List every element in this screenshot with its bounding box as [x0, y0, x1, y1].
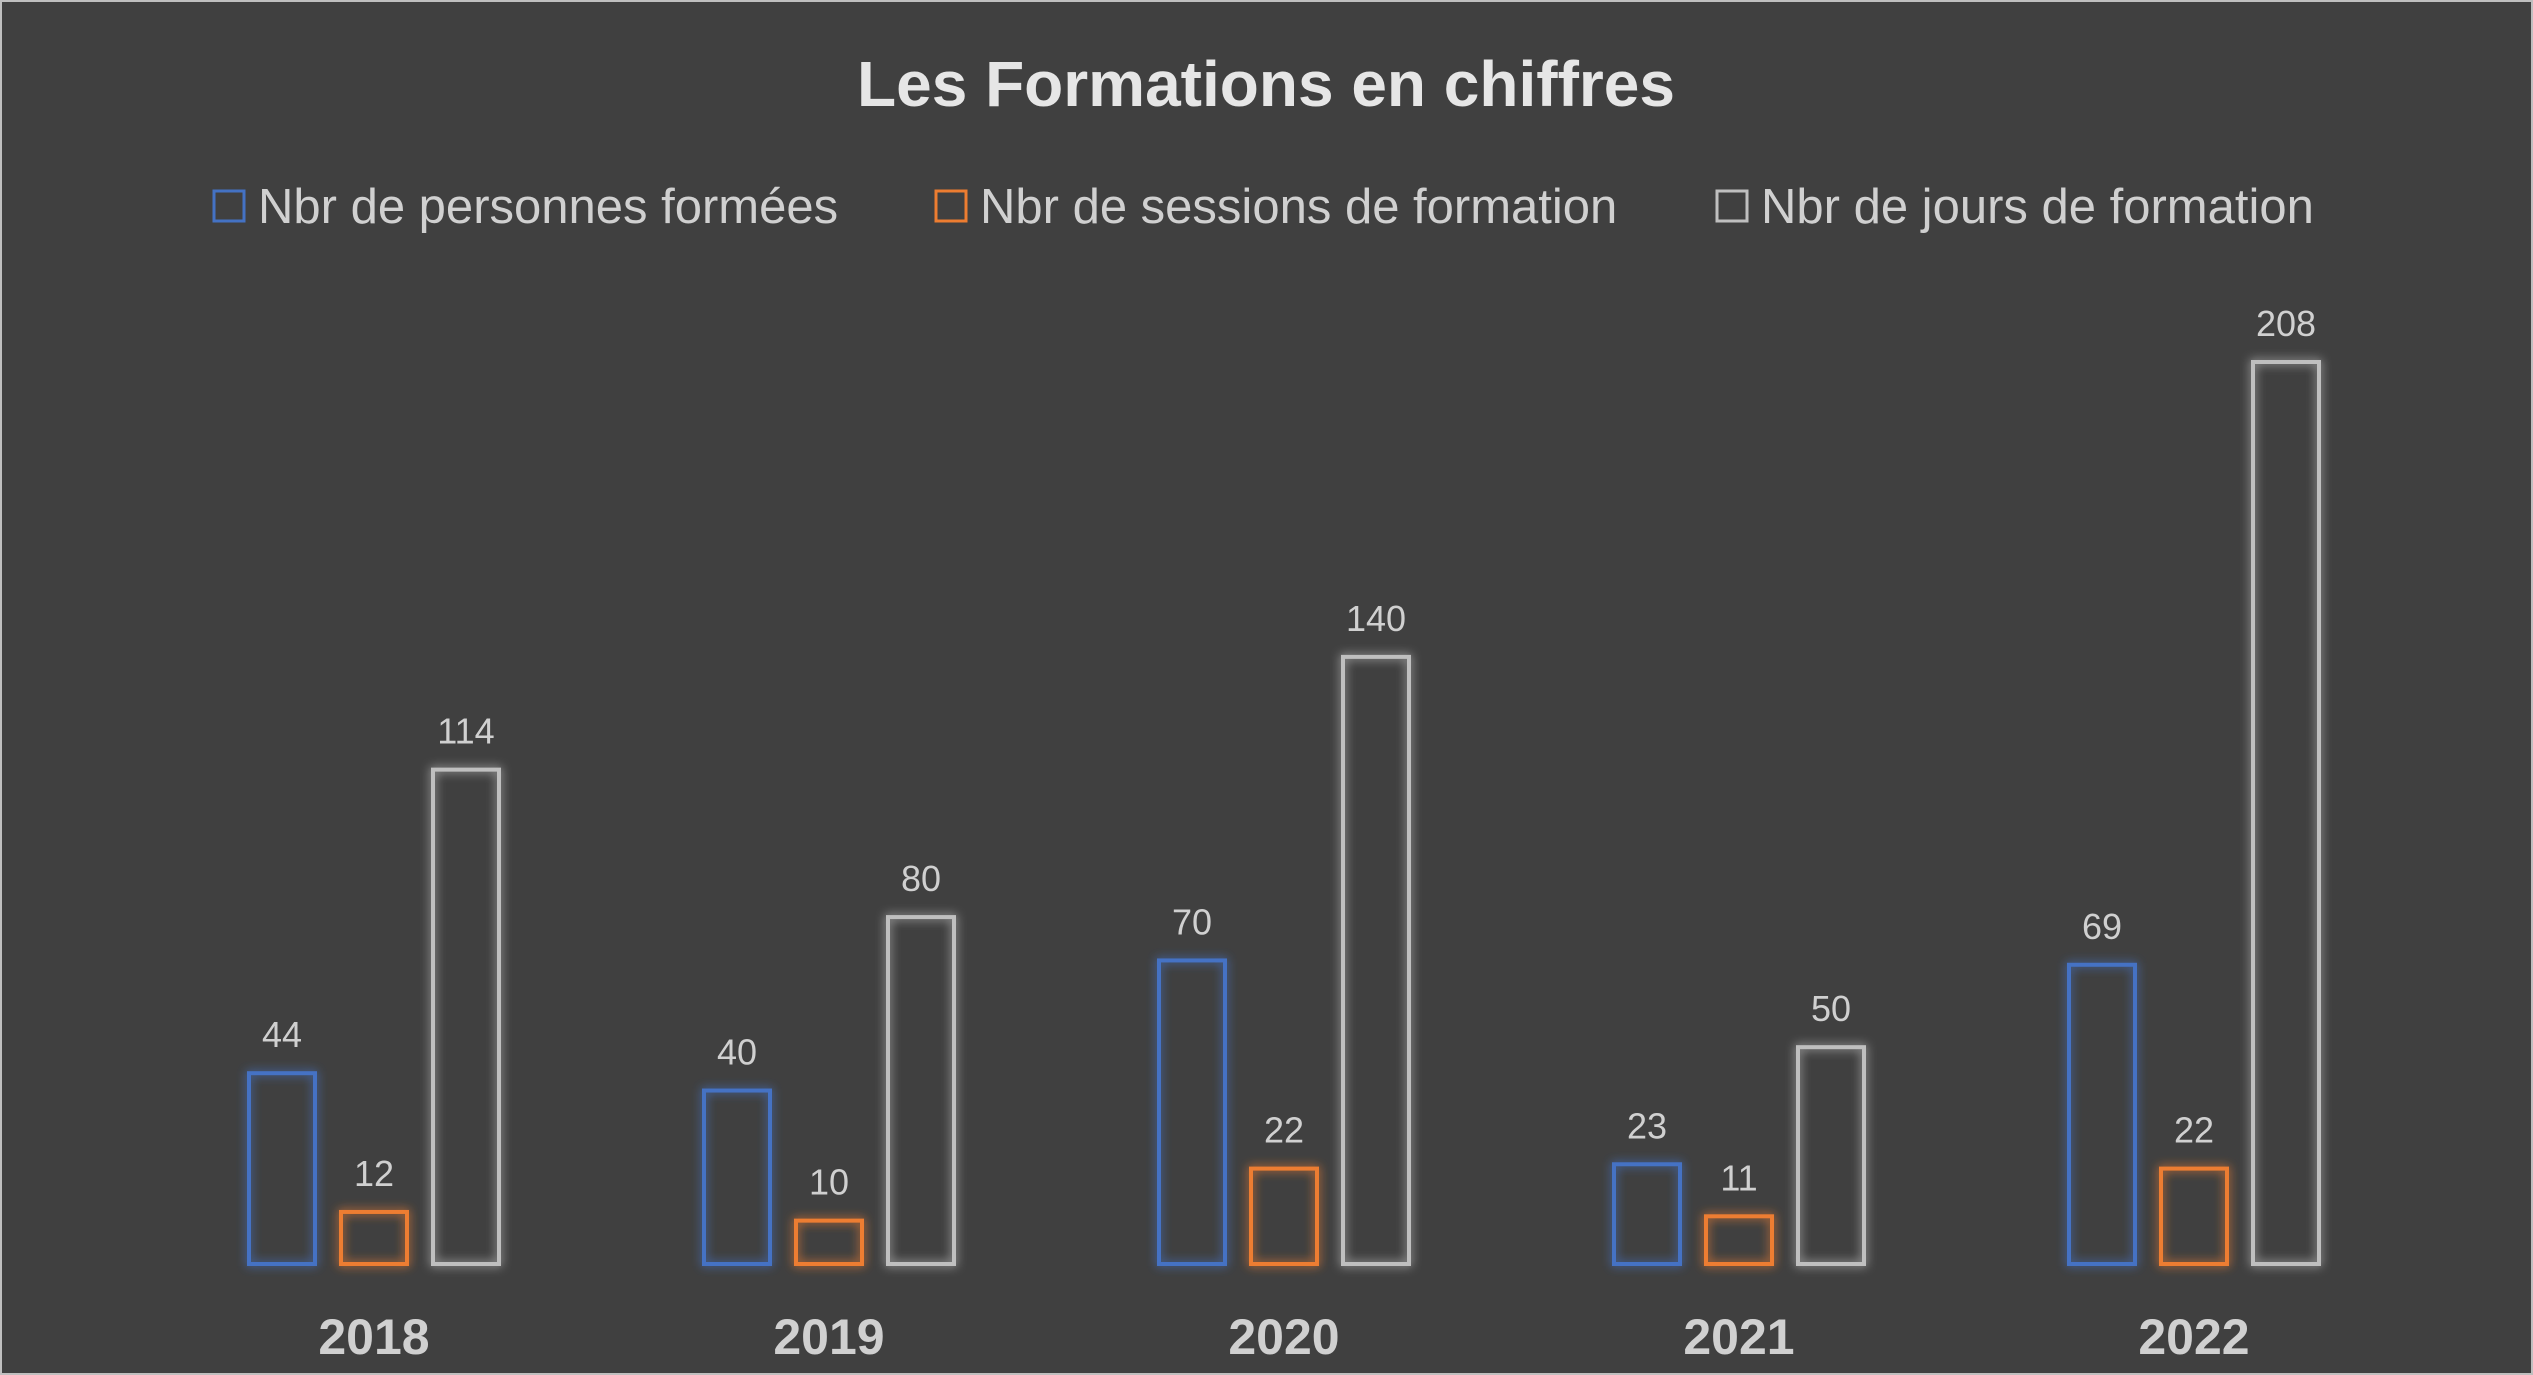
bar-2018-3: [431, 767, 501, 1267]
x-tick-2020: 2020: [1228, 1309, 1339, 1365]
x-tick-2022: 2022: [2138, 1309, 2249, 1365]
bar-2019-1: [702, 1088, 772, 1266]
data-label-2020-2: 22: [1264, 1110, 1304, 1151]
data-label-2022-1: 69: [2082, 906, 2122, 947]
bar-2019-3: [886, 915, 956, 1266]
legend-label-3: Nbr de jours de formation: [1761, 180, 2314, 234]
x-tick-2018: 2018: [318, 1309, 429, 1365]
bar-2022-1: [2067, 962, 2137, 1267]
legend: Nbr de personnes formées Nbr de sessions …: [212, 180, 2314, 234]
legend-label-1: Nbr de personnes formées: [258, 180, 838, 234]
data-label-2021-2: 11: [1720, 1157, 1757, 1198]
x-axis: 2018 2019 2020 2021 2022: [318, 1309, 2249, 1365]
chart-title: Les Formations en chiffres: [857, 48, 1675, 120]
data-label-2021-1: 23: [1627, 1105, 1667, 1146]
bar-2021-3: [1796, 1045, 1866, 1267]
bar-2022-2: [2159, 1166, 2229, 1267]
data-label-2018-1: 44: [262, 1014, 302, 1055]
plot-area: 44 12 114 40 10 80 70 22 140 23 11 50 69 22 208: [247, 303, 2321, 1267]
bar-2022-3: [2251, 360, 2321, 1266]
legend-label-2: Nbr de sessions de formation: [980, 180, 1617, 234]
data-label-2020-3: 140: [1346, 598, 1406, 639]
x-tick-2021: 2021: [1683, 1309, 1794, 1365]
bar-2020-3: [1341, 654, 1411, 1266]
data-label-2019-1: 40: [717, 1032, 757, 1073]
data-label-2022-2: 22: [2174, 1110, 2214, 1151]
data-label-2019-3: 80: [901, 858, 941, 899]
bar-2020-2: [1249, 1166, 1319, 1267]
bar-2020-1: [1157, 958, 1227, 1266]
legend-swatch-3: [1715, 189, 1749, 223]
legend-swatch-2: [934, 189, 968, 223]
bar-2018-1: [247, 1071, 317, 1266]
x-tick-2019: 2019: [773, 1309, 884, 1365]
data-label-2020-1: 70: [1172, 901, 1212, 942]
legend-swatch-1: [212, 189, 246, 223]
data-label-2021-3: 50: [1811, 988, 1851, 1029]
bar-2021-2: [1704, 1214, 1774, 1267]
data-label-2022-3: 208: [2256, 303, 2316, 344]
bar-2018-2: [339, 1209, 409, 1267]
bar-2019-2: [794, 1218, 864, 1267]
bar-2021-1: [1612, 1162, 1682, 1267]
data-label-2018-2: 12: [354, 1153, 394, 1194]
data-label-2019-2: 10: [809, 1162, 849, 1203]
data-label-2018-3: 114: [437, 711, 494, 752]
